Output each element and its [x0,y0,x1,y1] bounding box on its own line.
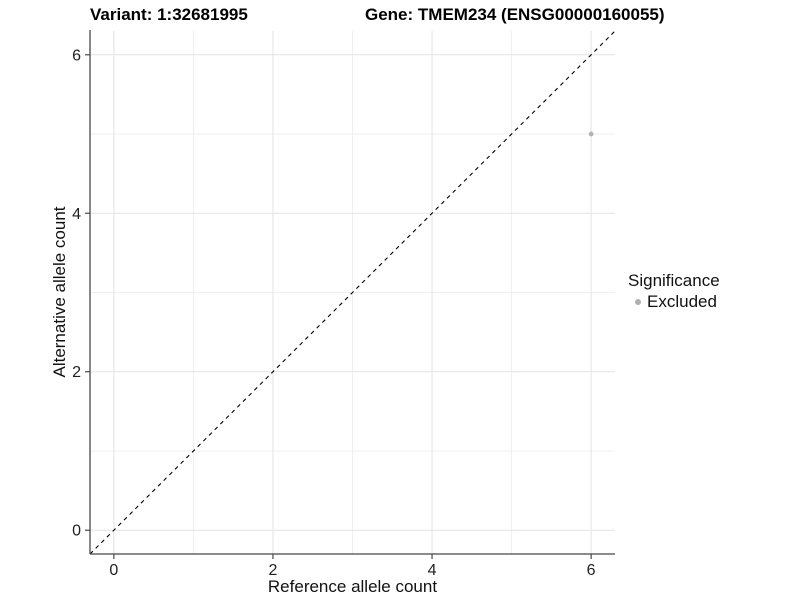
y-axis-title: Alternative allele count [50,206,69,378]
legend: Significance Excluded [628,271,720,311]
plot-title-gene: Gene: TMEM234 (ENSG00000160055) [365,5,665,24]
x-tick-label: 4 [428,562,437,579]
y-tick-label: 2 [72,364,81,381]
x-tick-label: 2 [269,562,278,579]
y-tick-label: 4 [72,206,81,223]
legend-title: Significance [628,271,720,290]
legend-point-icon [635,298,641,305]
legend-entry-label: Excluded [647,292,717,311]
x-tick-label: 6 [587,562,596,579]
legend-entry-excluded: Excluded [628,292,720,311]
y-tick-label: 0 [72,523,81,540]
x-tick-label: 0 [109,562,118,579]
x-axis-title: Reference allele count [267,577,438,596]
y-tick-label: 6 [72,47,81,64]
plot-title-variant: Variant: 1:32681995 [90,5,248,24]
identity-line [89,30,616,555]
data-point [588,131,594,137]
